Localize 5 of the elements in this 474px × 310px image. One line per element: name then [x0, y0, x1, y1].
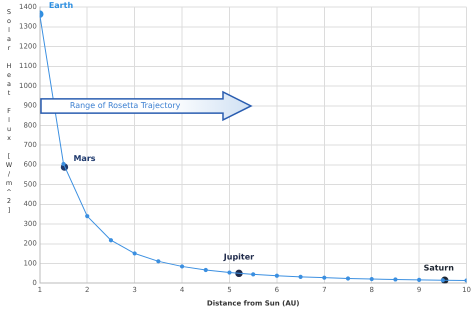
annotation: Earth: [48, 1, 74, 10]
annotation: Mars: [73, 154, 96, 164]
annotation: Range of Rosetta Trajectory: [70, 100, 180, 112]
annotation: Jupiter: [222, 252, 254, 262]
annotation: Saturn: [424, 263, 454, 272]
